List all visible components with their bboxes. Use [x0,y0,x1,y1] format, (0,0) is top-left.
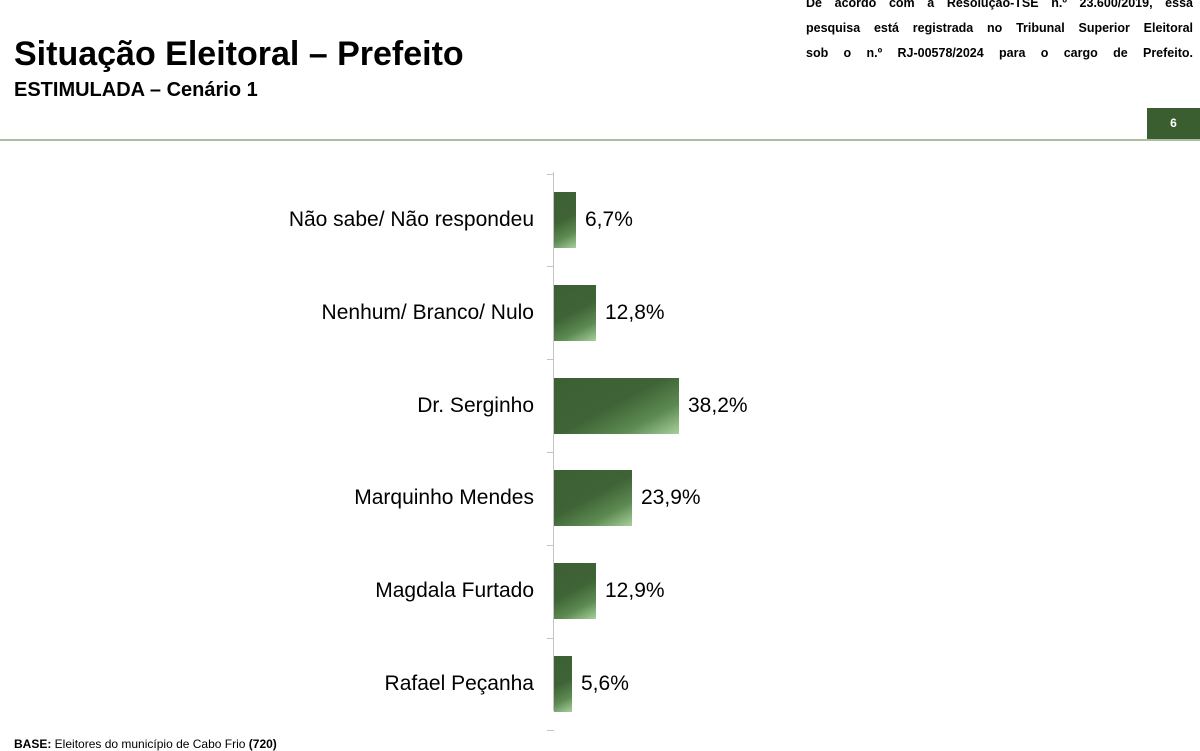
registration-notice-line: sob o n.º RJ-00578/2024 para o cargo de … [806,46,1193,60]
registration-notice-line: De acordo com a Resolução-TSE n.º 23.600… [806,0,1193,10]
bar [554,378,679,434]
registration-notice-line: pesquisa está registrada no Tribunal Sup… [806,21,1193,35]
axis-tick [547,452,554,453]
category-axis [553,172,554,711]
bar [554,192,576,248]
category-label: Rafael Peçanha [384,672,534,695]
value-label: 12,9% [605,579,665,602]
category-label: Marquinho Mendes [354,486,534,509]
base-footnote-label: BASE: [14,737,52,751]
base-footnote-text: Eleitores do município de Cabo Frio [51,737,249,751]
value-label: 6,7% [585,208,633,231]
axis-tick [547,266,554,267]
bar [554,656,572,712]
bar [554,563,596,619]
axis-tick [547,359,554,360]
category-label: Nenhum/ Branco/ Nulo [321,301,534,324]
base-footnote: BASE: Eleitores do município de Cabo Fri… [14,737,277,751]
axis-tick [547,730,554,731]
bar [554,470,632,526]
base-footnote-count: (720) [248,737,277,751]
registration-notice: De acordo com a Resolução-TSE n.º 23.600… [806,0,1193,66]
value-label: 12,8% [605,301,665,324]
page-title: Situação Eleitoral – Prefeito [14,35,464,73]
page-number-badge: 6 [1147,108,1200,139]
category-label: Não sabe/ Não respondeu [288,208,534,231]
value-label: 5,6% [581,672,629,695]
axis-tick [547,545,554,546]
page-subtitle: ESTIMULADA – Cenário 1 [14,79,258,101]
bar [554,285,596,341]
category-label: Dr. Serginho [417,394,534,417]
axis-tick [547,174,554,175]
header-divider [0,139,1200,141]
value-label: 38,2% [688,394,748,417]
category-label: Magdala Furtado [375,579,534,602]
axis-tick [547,638,554,639]
value-label: 23,9% [641,486,701,509]
